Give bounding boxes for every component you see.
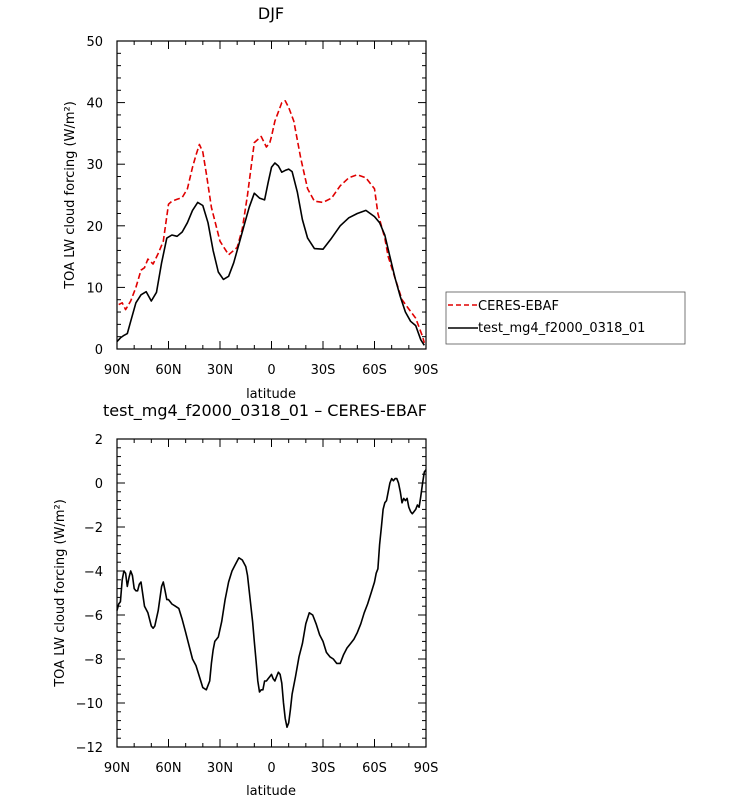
top-panel-plot-frame [116, 40, 427, 350]
bottom-panel-y-tick-label: −10 [76, 697, 103, 712]
top-panel-y-tick-label: 0 [95, 343, 103, 358]
legend-label-ceres: CERES-EBAF [478, 299, 559, 314]
top-panel-x-tick-label: 60N [155, 363, 181, 378]
bottom-panel-x-tick-label: 60S [362, 761, 387, 776]
top-panel-x-tick-label: 0 [267, 363, 275, 378]
top-panel-series-line-2 [116, 162, 425, 346]
top-panel-series-line-1 [118, 100, 426, 344]
top-panel-y-tick-label: 30 [86, 158, 103, 173]
top-panel-x-tick-label: 90N [104, 363, 130, 378]
bottom-panel-x-axis-label: latitude [246, 784, 296, 799]
bottom-panel: test_mg4_f2000_0318_01 – CERES-EBAF lati… [53, 401, 438, 799]
bottom-panel-title: test_mg4_f2000_0318_01 – CERES-EBAF [103, 401, 427, 421]
bottom-panel-x-tick-label: 30N [207, 761, 233, 776]
legend-box [445, 291, 686, 345]
bottom-panel-y-tick-label: −8 [84, 653, 103, 668]
top-panel-x-axis-label: latitude [246, 387, 296, 402]
bottom-panel-x-tick-label: 30S [311, 761, 336, 776]
bottom-panel-x-tick-label: 60N [155, 761, 181, 776]
top-panel-y-axis-label: TOA LW cloud forcing (W/m²) [63, 101, 78, 290]
bottom-panel-y-tick-label: −2 [84, 521, 103, 536]
top-panel: DJF latitude TOA LW cloud forcing (W/m²)… [63, 4, 438, 402]
bottom-panel-y-tick-label: 0 [95, 477, 103, 492]
legend: CERES-EBAF test_mg4_f2000_0318_01 [445, 291, 686, 345]
top-panel-y-tick-label: 10 [86, 281, 103, 296]
bottom-panel-y-tick-label: −12 [76, 741, 103, 756]
bottom-panel-x-tick-label: 0 [267, 761, 275, 776]
top-panel-title: DJF [258, 4, 284, 23]
top-panel-x-tick-label: 90S [414, 363, 439, 378]
bottom-panel-y-axis-label: TOA LW cloud forcing (W/m²) [53, 499, 68, 688]
bottom-panel-ticks [116, 438, 427, 748]
bottom-panel-y-tick-label: −4 [84, 565, 103, 580]
top-panel-ticks [116, 40, 427, 350]
top-panel-y-tick-label: 50 [86, 35, 103, 50]
bottom-panel-x-tick-label: 90N [104, 761, 130, 776]
bottom-panel-tick-labels: 90N 60N 30N 0 30S 60S 90S −12 −10 −8 −6 −4 −2 0 2 [76, 433, 439, 776]
top-panel-y-tick-label: 40 [86, 97, 103, 112]
top-panel-tick-labels: 90N 60N 30N 0 30S 60S 90S 0 10 20 30 40 50 [86, 35, 438, 378]
bottom-panel-y-tick-label: 2 [95, 433, 103, 448]
top-panel-x-tick-label: 60S [362, 363, 387, 378]
bottom-panel-series-line-1 [116, 469, 427, 728]
bottom-panel-y-tick-label: −6 [84, 609, 103, 624]
bottom-panel-x-tick-label: 90S [414, 761, 439, 776]
top-panel-x-tick-label: 30N [207, 363, 233, 378]
bottom-panel-series-lines [116, 469, 427, 728]
top-panel-series-lines [116, 100, 426, 346]
top-panel-y-tick-label: 20 [86, 220, 103, 235]
top-panel-x-tick-label: 30S [311, 363, 336, 378]
bottom-panel-plot-frame [116, 438, 427, 748]
legend-label-model: test_mg4_f2000_0318_01 [478, 321, 645, 336]
